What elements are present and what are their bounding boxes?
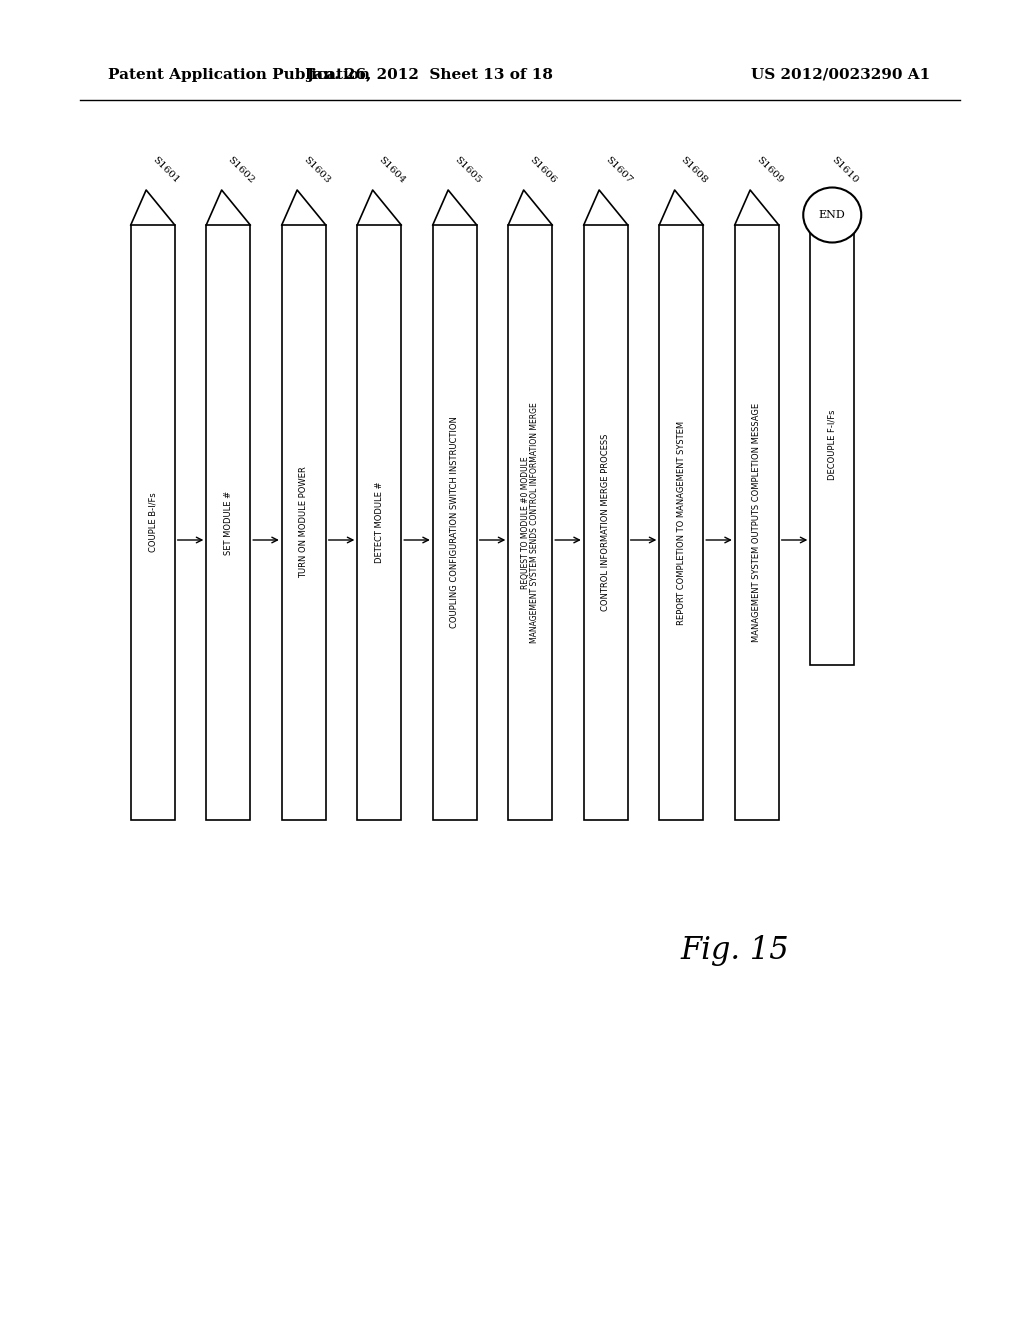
Text: S1603: S1603 (301, 154, 332, 185)
Text: SET MODULE #: SET MODULE # (224, 491, 232, 554)
Text: CONTROL INFORMATION MERGE PROCESS: CONTROL INFORMATION MERGE PROCESS (601, 434, 610, 611)
Text: US 2012/0023290 A1: US 2012/0023290 A1 (751, 69, 930, 82)
Text: Jan. 26, 2012  Sheet 13 of 18: Jan. 26, 2012 Sheet 13 of 18 (306, 69, 554, 82)
Text: END: END (819, 210, 846, 220)
Text: S1602: S1602 (226, 154, 256, 185)
Text: DECOUPLE F-I/Fs: DECOUPLE F-I/Fs (827, 409, 837, 480)
Text: S1607: S1607 (603, 154, 634, 185)
Text: MANAGEMENT SYSTEM SENDS CONTROL INFORMATION MERGE: MANAGEMENT SYSTEM SENDS CONTROL INFORMAT… (529, 403, 539, 643)
Bar (433, 224, 477, 820)
Bar (282, 224, 326, 820)
Bar (735, 224, 778, 820)
Text: S1601: S1601 (151, 154, 180, 185)
Bar (584, 224, 628, 820)
Bar (357, 224, 401, 820)
Text: Patent Application Publication: Patent Application Publication (108, 69, 370, 82)
Text: S1606: S1606 (528, 154, 558, 185)
Text: COUPLING CONFIGURATION SWITCH INSTRUCTION: COUPLING CONFIGURATION SWITCH INSTRUCTIO… (451, 417, 459, 628)
Bar (131, 224, 175, 820)
Text: TURN ON MODULE POWER: TURN ON MODULE POWER (299, 467, 308, 578)
Text: REQUEST TO MODULE #0 MODULE: REQUEST TO MODULE #0 MODULE (521, 457, 529, 589)
Text: S1608: S1608 (679, 154, 710, 185)
Bar (206, 224, 250, 820)
Text: REPORT COMPLETION TO MANAGEMENT SYSTEM: REPORT COMPLETION TO MANAGEMENT SYSTEM (677, 421, 686, 624)
Ellipse shape (803, 187, 861, 243)
Text: S1610: S1610 (830, 154, 860, 185)
Text: S1605: S1605 (453, 154, 482, 185)
Text: COUPLE B-I/Fs: COUPLE B-I/Fs (148, 492, 158, 552)
Text: S1604: S1604 (377, 154, 408, 185)
Text: Fig. 15: Fig. 15 (680, 935, 788, 965)
Bar (659, 224, 703, 820)
Bar (508, 224, 552, 820)
Text: MANAGEMENT SYSTEM OUTPUTS COMPLETION MESSAGE: MANAGEMENT SYSTEM OUTPUTS COMPLETION MES… (753, 403, 761, 642)
Text: DETECT MODULE #: DETECT MODULE # (375, 482, 384, 564)
Text: S1609: S1609 (755, 154, 784, 185)
Bar (810, 224, 854, 665)
